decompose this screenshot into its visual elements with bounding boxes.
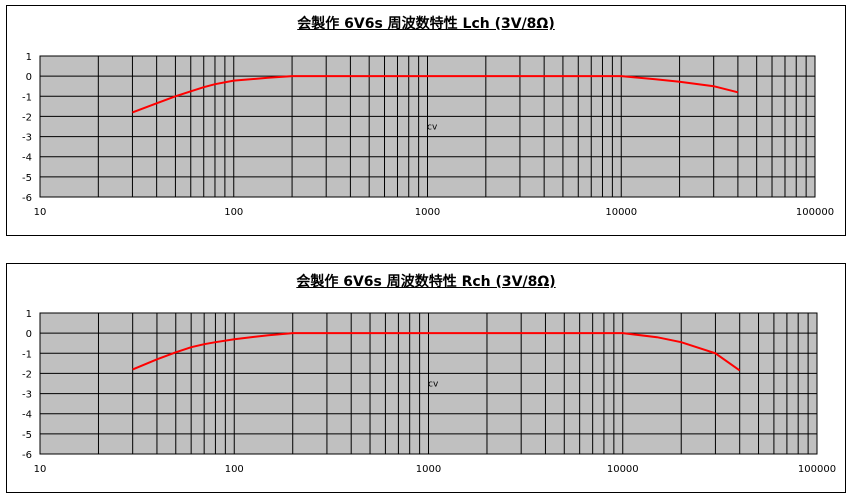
series-line — [132, 332, 741, 372]
y-tick-label: -5 — [22, 173, 32, 184]
y-tick-label: -6 — [22, 193, 32, 204]
x-tick-label: 10 — [34, 464, 47, 475]
chart-title: 会製作 6V6s 周波数特性 Rch (3V/8Ω) — [296, 274, 556, 290]
y-tick-label: 1 — [26, 309, 32, 320]
x-tick-label: 100 — [224, 207, 243, 218]
x-tick-label: 10 — [34, 207, 47, 218]
chart-panel-lch: 会製作 6V6s 周波数特性 Lch (3V/8Ω) 1 0 -1 -2 -3 -4 -5-… — [6, 5, 846, 236]
annotation-label: cv — [428, 379, 439, 389]
x-tick-label: 100 — [225, 464, 244, 475]
annotation-label: cv — [427, 122, 438, 132]
x-tick-label: 10000 — [605, 207, 637, 218]
x-tick-label: 1000 — [416, 464, 441, 475]
y-tick-label: -1 — [22, 92, 32, 103]
chart-panel-rch: 会製作 6V6s 周波数特性 Rch (3V/8Ω) 1 0 -1 -2 -3 -4 -5-… — [6, 263, 846, 493]
chart-title: 会製作 6V6s 周波数特性 Lch (3V/8Ω) — [297, 16, 555, 32]
y-tick-label: 0 — [26, 329, 32, 340]
y-tick-label: -2 — [22, 112, 32, 123]
y-tick-label: -4 — [22, 153, 32, 164]
y-tick-label: 0 — [26, 72, 32, 83]
x-tick-label: 1000 — [415, 207, 440, 218]
x-tick-label: 100000 — [798, 464, 836, 475]
x-tick-label: 100000 — [796, 207, 834, 218]
y-tick-label: -3 — [22, 390, 32, 401]
y-tick-label: -3 — [22, 133, 32, 144]
y-tick-label: -6 — [22, 450, 32, 461]
y-tick-label: -1 — [22, 349, 32, 360]
y-tick-label: 1 — [26, 52, 32, 63]
y-tick-label: -4 — [22, 410, 32, 421]
series-line — [132, 75, 739, 114]
y-tick-label: -5 — [22, 430, 32, 441]
x-tick-label: 10000 — [607, 464, 639, 475]
y-tick-label: -2 — [22, 369, 32, 380]
